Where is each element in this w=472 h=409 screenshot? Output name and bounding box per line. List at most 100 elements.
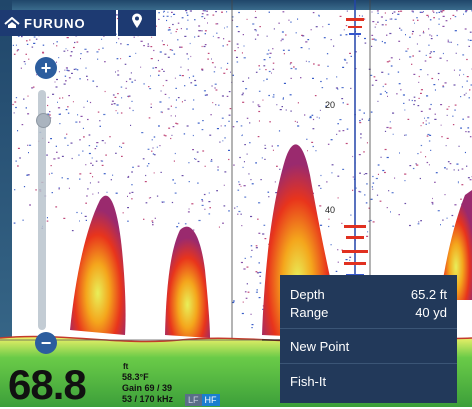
noise-speck [448,40,449,41]
noise-speck [109,136,110,137]
noise-speck [127,221,129,222]
hf-toggle[interactable]: HF [202,394,220,406]
noise-speck [17,165,19,166]
noise-speck [259,120,260,121]
noise-speck [228,41,230,42]
noise-speck [262,157,263,158]
noise-speck [171,115,172,116]
noise-speck [80,53,81,54]
noise-speck [121,156,123,157]
noise-speck [99,120,100,121]
noise-speck [358,191,360,192]
fish-it-item[interactable]: Fish-It [290,374,447,389]
noise-speck [103,114,105,115]
noise-speck [442,220,443,221]
noise-speck [215,104,216,105]
noise-speck [453,124,454,125]
noise-speck [52,192,53,193]
noise-speck [22,220,23,221]
noise-speck [64,51,66,52]
noise-speck [420,178,421,179]
noise-speck [344,59,346,60]
noise-speck [153,50,154,51]
noise-speck [412,33,413,34]
noise-speck [215,11,217,12]
noise-speck [155,218,156,219]
noise-speck [399,214,400,215]
zoom-slider-thumb[interactable] [36,113,51,128]
noise-speck [273,69,275,70]
zoom-in-button[interactable]: + [35,57,57,79]
noise-speck [169,27,171,28]
noise-speck [166,80,168,81]
noise-speck [159,145,160,146]
noise-speck [59,98,60,99]
noise-speck [332,164,334,165]
noise-speck [451,42,452,43]
noise-speck [384,42,386,43]
noise-speck [284,83,286,84]
noise-speck [412,11,414,12]
noise-speck [157,196,158,197]
noise-speck [377,195,378,196]
noise-speck [15,107,17,108]
noise-speck [141,41,143,42]
zoom-out-button[interactable]: − [35,332,57,354]
noise-speck [426,55,427,56]
brand-button[interactable]: FURUNO [0,10,116,36]
noise-speck [328,144,330,145]
noise-speck [49,111,50,112]
noise-speck [234,50,236,51]
noise-speck [69,188,70,189]
noise-speck [304,114,305,115]
noise-speck [359,110,361,111]
noise-speck [201,30,202,31]
noise-speck [130,125,131,126]
noise-speck [71,143,73,144]
noise-speck [67,50,68,51]
noise-speck [257,219,259,220]
noise-speck [253,101,254,102]
noise-speck [390,19,391,20]
noise-speck [214,71,215,72]
noise-speck [467,76,469,77]
noise-speck [186,53,188,54]
noise-speck [389,61,391,62]
frequency-toggle[interactable]: LF HF [185,394,220,406]
noise-speck [378,174,379,175]
lf-toggle[interactable]: LF [185,394,202,406]
new-point-item[interactable]: New Point [290,339,447,354]
noise-speck [264,159,265,160]
noise-speck [79,121,80,122]
noise-speck [219,142,220,143]
noise-speck [51,165,52,166]
noise-speck [33,43,35,44]
noise-speck [420,12,422,13]
noise-speck [161,90,162,91]
noise-speck [375,39,377,40]
noise-speck [416,163,417,164]
noise-speck [458,170,459,171]
noise-speck [310,116,312,117]
noise-speck [326,181,327,182]
noise-speck [328,24,330,25]
sonar-info: 58.3°F Gain 69 / 39 53 / 170 kHz [122,372,173,405]
noise-speck [67,106,69,107]
noise-speck [218,37,220,38]
noise-speck [290,111,291,112]
noise-speck [96,146,97,147]
location-pin-button[interactable] [118,10,156,36]
noise-speck [427,136,429,137]
noise-speck [118,38,119,39]
noise-speck [337,123,339,124]
noise-speck [114,103,116,104]
noise-speck [189,208,190,209]
noise-speck [395,19,397,20]
noise-speck [48,142,49,143]
noise-speck [160,51,162,52]
noise-speck [388,190,389,191]
noise-speck [121,87,123,88]
noise-speck [417,153,418,154]
noise-speck [364,113,366,114]
noise-speck [313,146,315,147]
